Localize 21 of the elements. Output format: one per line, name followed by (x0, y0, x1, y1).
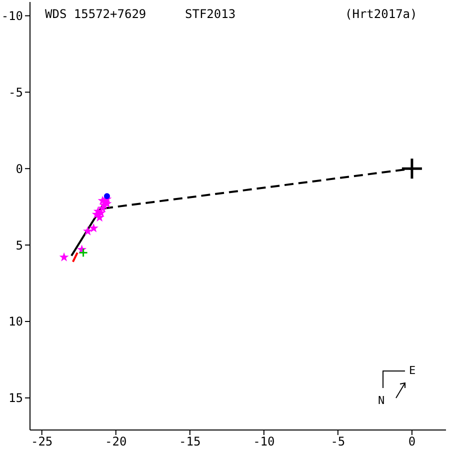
point (82, 226, 92, 236)
x-tick-label: 0 (408, 434, 416, 449)
annotation: N (378, 394, 385, 407)
y-tick-label: 10 (8, 314, 23, 329)
text: WDS 15572+7629 (45, 7, 146, 21)
x-tick-label: -5 (330, 434, 346, 449)
y-tick-label: -10 (1, 9, 23, 24)
annotation: E (409, 364, 416, 377)
x-tick-label: -10 (253, 434, 275, 449)
x-tick-label: -25 (31, 434, 53, 449)
x-tick-label: -20 (105, 434, 127, 449)
point (104, 193, 110, 200)
annotation: (Hrt2017a) (345, 7, 418, 21)
y-tick-label: 5 (16, 238, 23, 252)
y-tick-label: -5 (8, 85, 23, 100)
y-tick-label: 15 (8, 391, 23, 406)
point (59, 252, 69, 262)
x-tick-label: -15 (179, 434, 201, 449)
point (88, 223, 98, 232)
text: STF2013 (185, 7, 236, 21)
y-tick-label: 0 (16, 162, 23, 176)
